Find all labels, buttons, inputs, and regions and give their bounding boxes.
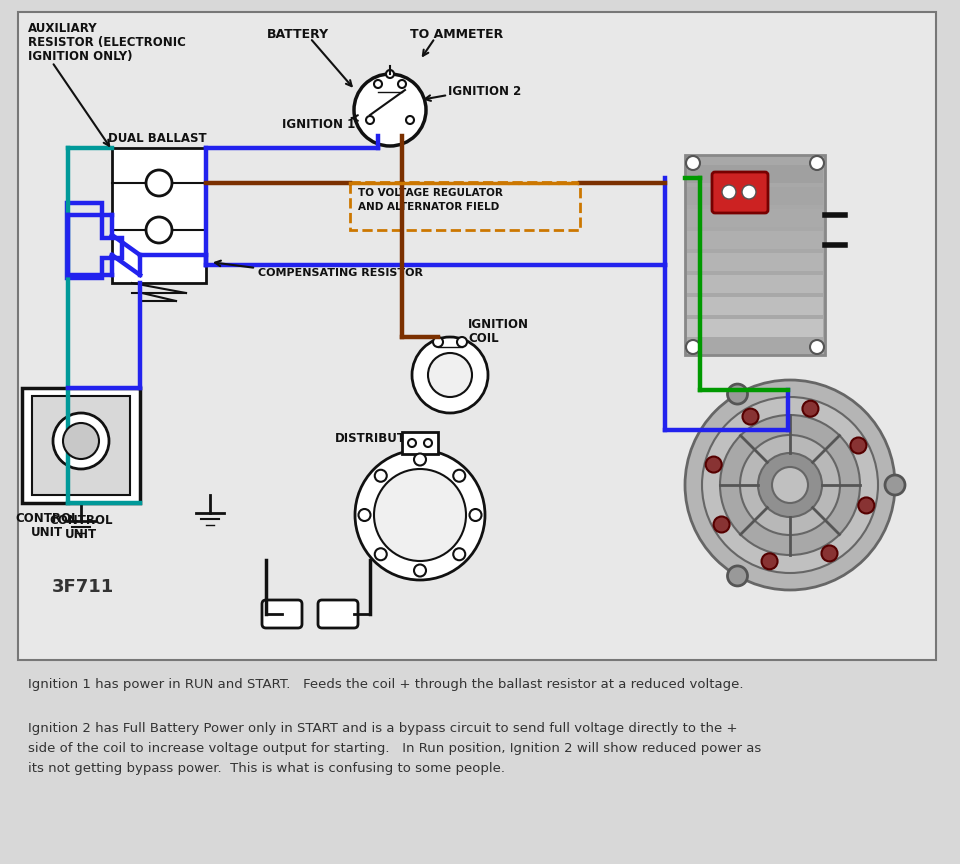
Circle shape [713, 517, 730, 532]
Circle shape [428, 353, 472, 397]
Circle shape [740, 435, 840, 535]
Text: UNIT: UNIT [31, 526, 63, 539]
Circle shape [146, 170, 172, 196]
Circle shape [702, 397, 878, 573]
Text: COIL: COIL [468, 332, 498, 345]
Circle shape [810, 156, 824, 170]
Text: Ignition 1 has power in RUN and START.   Feeds the coil + through the ballast re: Ignition 1 has power in RUN and START. F… [28, 678, 743, 691]
Bar [687, 297, 823, 315]
Circle shape [685, 380, 895, 590]
Circle shape [851, 437, 867, 454]
Text: 3F711: 3F711 [52, 578, 114, 596]
Circle shape [406, 116, 414, 124]
Circle shape [354, 74, 426, 146]
Circle shape [728, 566, 748, 586]
Circle shape [822, 545, 837, 562]
Bar [687, 253, 823, 271]
Circle shape [761, 553, 778, 569]
Text: IGNITION 1: IGNITION 1 [282, 118, 355, 131]
Circle shape [408, 439, 416, 447]
Text: side of the coil to increase voltage output for starting.   In Run position, Ign: side of the coil to increase voltage out… [28, 742, 761, 755]
Text: AUXILIARY: AUXILIARY [28, 22, 98, 35]
Text: DUAL BALLAST: DUAL BALLAST [108, 132, 206, 145]
Circle shape [53, 413, 109, 469]
FancyBboxPatch shape [262, 600, 302, 628]
Bar [687, 165, 823, 183]
Circle shape [386, 70, 394, 78]
Circle shape [803, 401, 819, 416]
Circle shape [358, 509, 371, 521]
Circle shape [374, 549, 387, 560]
Text: TO AMMETER: TO AMMETER [410, 28, 503, 41]
Circle shape [858, 498, 875, 513]
Circle shape [457, 337, 467, 347]
Circle shape [469, 509, 482, 521]
Bar [402, 432, 438, 454]
Circle shape [374, 469, 466, 561]
Text: DISTRIBUTOR: DISTRIBUTOR [335, 432, 425, 445]
Text: RESISTOR (ELECTRONIC: RESISTOR (ELECTRONIC [28, 36, 186, 49]
Text: UNIT: UNIT [65, 528, 97, 541]
Circle shape [742, 185, 756, 199]
Circle shape [686, 156, 700, 170]
Circle shape [758, 453, 822, 517]
Text: IGNITION 2: IGNITION 2 [448, 85, 521, 98]
Circle shape [722, 185, 736, 199]
Circle shape [453, 549, 466, 560]
Text: CONTROL: CONTROL [15, 512, 79, 525]
FancyBboxPatch shape [318, 600, 358, 628]
Circle shape [433, 337, 443, 347]
Bar [687, 231, 823, 249]
Circle shape [706, 456, 722, 473]
Circle shape [366, 116, 374, 124]
Text: COMPENSATING RESISTOR: COMPENSATING RESISTOR [258, 268, 423, 278]
Text: Ignition 2 has Full Battery Power only in START and is a bypass circuit to send : Ignition 2 has Full Battery Power only i… [28, 722, 737, 735]
Circle shape [398, 80, 406, 88]
Circle shape [453, 470, 466, 482]
Text: TO VOLTAGE REGULATOR: TO VOLTAGE REGULATOR [358, 188, 503, 198]
Bar [18, 12, 936, 660]
Bar [687, 209, 823, 227]
Bar [687, 319, 823, 337]
Text: its not getting bypass power.  This is what is confusing to some people.: its not getting bypass power. This is wh… [28, 762, 505, 775]
Circle shape [772, 467, 808, 503]
Circle shape [412, 337, 488, 413]
Circle shape [374, 470, 387, 482]
Bar [685, 155, 825, 355]
Text: IGNITION ONLY): IGNITION ONLY) [28, 50, 132, 63]
Bar [22, 388, 140, 503]
Circle shape [885, 475, 905, 495]
Bar [687, 275, 823, 293]
Bar [32, 396, 130, 495]
Circle shape [414, 454, 426, 466]
Bar [112, 148, 206, 283]
Text: IGNITION: IGNITION [468, 318, 529, 331]
Circle shape [742, 409, 758, 424]
Bar [687, 187, 823, 205]
Circle shape [720, 415, 860, 555]
Text: BATTERY: BATTERY [267, 28, 329, 41]
Bar [350, 182, 580, 230]
Circle shape [810, 340, 824, 354]
Circle shape [686, 340, 700, 354]
Circle shape [374, 80, 382, 88]
Circle shape [414, 564, 426, 576]
Text: CONTROL: CONTROL [49, 514, 112, 527]
Circle shape [355, 450, 485, 580]
Circle shape [63, 423, 99, 459]
Circle shape [728, 384, 748, 404]
Circle shape [424, 439, 432, 447]
FancyBboxPatch shape [712, 172, 768, 213]
Circle shape [146, 217, 172, 243]
Text: AND ALTERNATOR FIELD: AND ALTERNATOR FIELD [358, 202, 499, 212]
